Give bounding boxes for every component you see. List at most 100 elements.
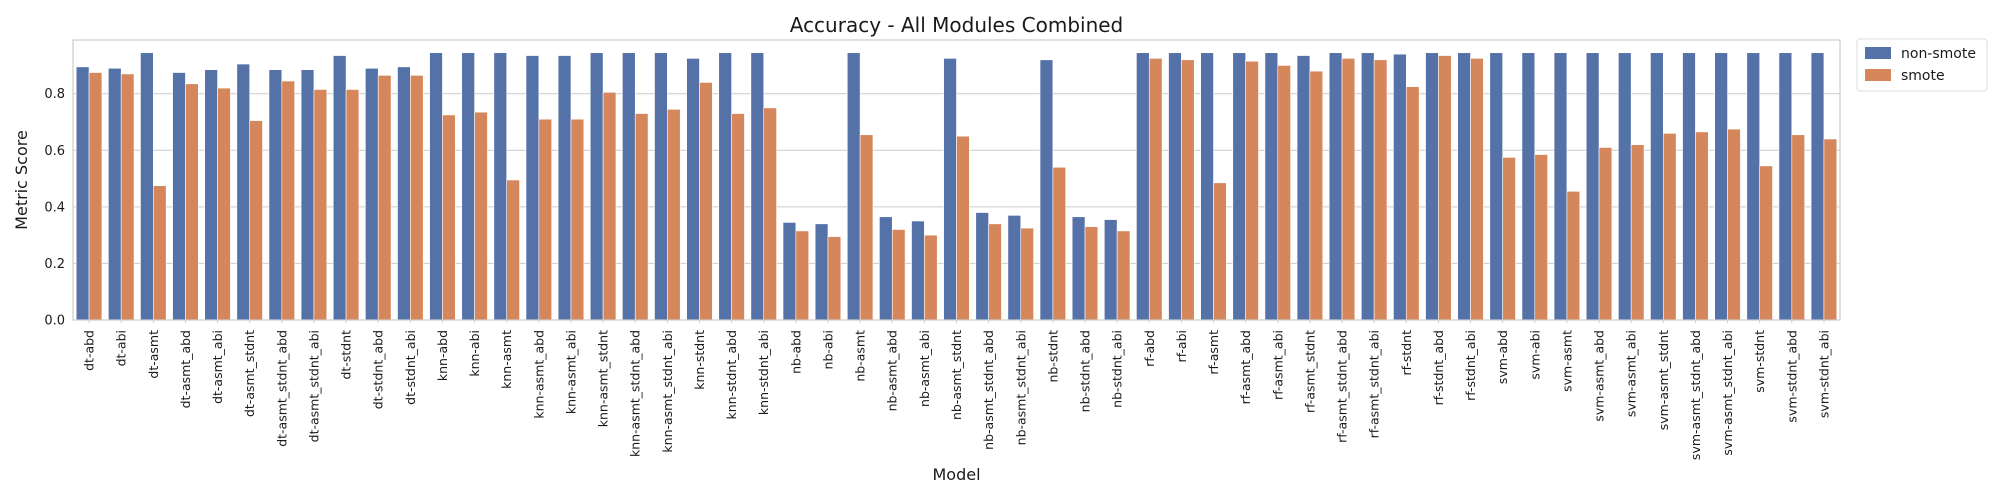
x-tick-label: knn-asmt_stdnt_abi xyxy=(660,330,675,453)
x-tick-label: svm-stdnt xyxy=(1752,330,1767,393)
bar-smote-knn-abi xyxy=(474,111,488,321)
bar-non-smote-knn-asmt_stdnt_abi xyxy=(654,52,668,321)
x-tick-label: rf-asmt_abd xyxy=(1238,330,1253,404)
bar-smote-nb-stdnt_abi xyxy=(1116,230,1131,321)
bar-non-smote-nb-stdnt_abi xyxy=(1103,219,1118,321)
bar-smote-rf-abi xyxy=(1181,59,1195,321)
bar-smote-dt-asmt_abi xyxy=(217,87,231,321)
bar-non-smote-nb-asmt_abd xyxy=(879,216,893,321)
x-tick-label: nb-stdnt_abd xyxy=(1078,330,1093,412)
x-tick-label: knn-asmt xyxy=(499,330,514,389)
x-tick-label: svm-asmt_stdnt_abi xyxy=(1720,330,1735,456)
x-tick-label: dt-asmt_abi xyxy=(210,330,225,404)
bar-smote-svm-asmt_abi xyxy=(1630,144,1645,321)
bar-non-smote-nb-asmt_abi xyxy=(911,220,925,321)
bar-smote-dt-stdnt xyxy=(345,89,360,321)
y-axis-label: Metric Score xyxy=(12,130,31,230)
bar-non-smote-dt-asmt xyxy=(140,52,154,321)
x-tick-label: svm-asmt_abd xyxy=(1592,330,1607,422)
bar-smote-nb-asmt_stdnt xyxy=(956,135,970,321)
x-tick-label: svm-asmt_abi xyxy=(1624,330,1639,417)
bar-smote-nb-asmt xyxy=(859,134,874,321)
bar-smote-svm-asmt_abd xyxy=(1598,147,1613,321)
y-axis-ticks: 0.0 0.2 0.4 0.6 0.8 xyxy=(44,87,65,328)
bar-non-smote-svm-asmt xyxy=(1553,52,1568,321)
chart-title: Accuracy - All Modules Combined xyxy=(790,13,1124,37)
bar-smote-knn-stdnt_abd xyxy=(731,113,745,321)
bar-smote-knn-asmt_abd xyxy=(538,118,552,321)
bar-non-smote-dt-stdnt xyxy=(332,55,347,321)
bar-smote-nb-abd xyxy=(795,230,810,321)
bar-smote-rf-stdnt_abi xyxy=(1470,58,1484,321)
bar-non-smote-svm-stdnt_abi xyxy=(1810,52,1825,321)
bar-non-smote-svm-abi xyxy=(1521,52,1536,321)
x-tick-label: rf-asmt_abi xyxy=(1270,330,1285,400)
bar-non-smote-dt-abd xyxy=(75,66,90,321)
bar-smote-knn-stdnt_abi xyxy=(763,107,777,321)
bar-smote-svm-stdnt xyxy=(1759,165,1773,321)
x-tick-label: knn-stdnt xyxy=(692,330,707,390)
x-tick-label: svm-asmt_stdnt xyxy=(1656,330,1671,430)
bar-smote-nb-stdnt xyxy=(1052,166,1067,321)
x-tick-label: nb-stdnt xyxy=(1045,330,1060,383)
x-tick-label: rf-stdnt xyxy=(1399,330,1414,376)
x-axis-label: Model xyxy=(932,465,980,484)
bar-non-smote-dt-asmt_abd xyxy=(172,72,186,321)
x-tick-label: rf-asmt_stdnt_abd xyxy=(1335,330,1350,443)
bar-non-smote-svm-abd xyxy=(1489,52,1503,321)
x-tick-label: svm-abi xyxy=(1527,330,1542,380)
bar-smote-rf-asmt_abd xyxy=(1245,60,1259,321)
x-tick-label: knn-stdnt_abi xyxy=(756,330,771,415)
bar-smote-knn-asmt xyxy=(506,179,520,321)
y-tick-label: 0.4 xyxy=(44,200,65,215)
bar-non-smote-rf-asmt_stdnt_abd xyxy=(1328,52,1343,321)
bar-non-smote-dt-asmt_stdnt_abd xyxy=(268,69,283,321)
x-tick-label: svm-asmt xyxy=(1559,330,1574,392)
bar-smote-svm-asmt_stdnt xyxy=(1663,133,1677,321)
bar-smote-svm-asmt_stdnt_abi xyxy=(1727,128,1741,321)
bar-smote-knn-stdnt xyxy=(699,82,713,321)
bar-non-smote-nb-abi xyxy=(814,223,829,321)
x-tick-label: rf-stdnt_abi xyxy=(1463,330,1478,401)
bar-smote-nb-asmt_abd xyxy=(891,229,906,321)
x-tick-label: knn-asmt_abi xyxy=(563,330,578,414)
x-tick-label: rf-abi xyxy=(1174,330,1189,362)
bar-smote-dt-asmt_abd xyxy=(185,83,199,321)
bar-smote-dt-abi xyxy=(120,73,135,321)
bar-non-smote-rf-asmt_stdnt xyxy=(1296,55,1311,321)
bar-non-smote-svm-asmt_stdnt_abd xyxy=(1682,52,1696,321)
bar-smote-rf-asmt_stdnt_abd xyxy=(1341,58,1356,321)
x-tick-label: nb-abi xyxy=(820,330,835,369)
bar-non-smote-rf-asmt_abd xyxy=(1232,52,1246,321)
x-tick-label: rf-stdnt_abd xyxy=(1431,330,1446,405)
bar-non-smote-dt-stdnt_abi xyxy=(397,66,411,321)
bars xyxy=(75,52,1838,321)
bar-smote-nb-stdnt_abd xyxy=(1084,226,1099,321)
x-tick-label: dt-asmt_stdnt_abd xyxy=(274,330,289,447)
bar-smote-dt-stdnt_abd xyxy=(377,75,392,321)
bar-non-smote-knn-stdnt_abi xyxy=(750,52,765,321)
x-tick-label: nb-asmt_stdnt_abd xyxy=(981,330,996,450)
bar-non-smote-knn-asmt xyxy=(493,52,508,321)
x-tick-label: knn-asmt_stdnt_abd xyxy=(628,330,643,457)
x-axis-ticks: dt-abd dt-abi dt-asmt dt-asmt_abd dt-asmt_ab… xyxy=(82,320,1831,460)
bar-non-smote-knn-asmt_abi xyxy=(557,55,572,321)
legend-swatch-smote xyxy=(1865,69,1891,81)
x-tick-label: knn-abd xyxy=(435,330,450,381)
bar-non-smote-knn-stdnt xyxy=(686,58,700,321)
x-tick-label: knn-stdnt_abd xyxy=(724,330,739,420)
x-tick-label: dt-asmt_stdnt xyxy=(242,330,257,417)
bar-smote-rf-asmt_stdnt_abi xyxy=(1373,59,1388,321)
bar-non-smote-nb-asmt xyxy=(846,52,861,321)
bar-non-smote-dt-abi xyxy=(108,67,122,321)
x-tick-label: dt-stdnt_abi xyxy=(403,330,418,405)
x-tick-label: dt-abi xyxy=(114,330,129,366)
bar-non-smote-nb-stdnt xyxy=(1039,59,1054,321)
y-tick-label: 0.6 xyxy=(44,144,65,159)
bar-smote-dt-asmt_stdnt xyxy=(249,120,263,321)
bar-non-smote-rf-asmt xyxy=(1200,52,1214,321)
x-tick-label: dt-asmt_stdnt_abi xyxy=(306,330,321,442)
bar-smote-nb-asmt_abi xyxy=(924,234,938,321)
bar-non-smote-rf-stdnt_abd xyxy=(1425,52,1439,321)
bar-smote-svm-stdnt_abi xyxy=(1823,138,1838,321)
